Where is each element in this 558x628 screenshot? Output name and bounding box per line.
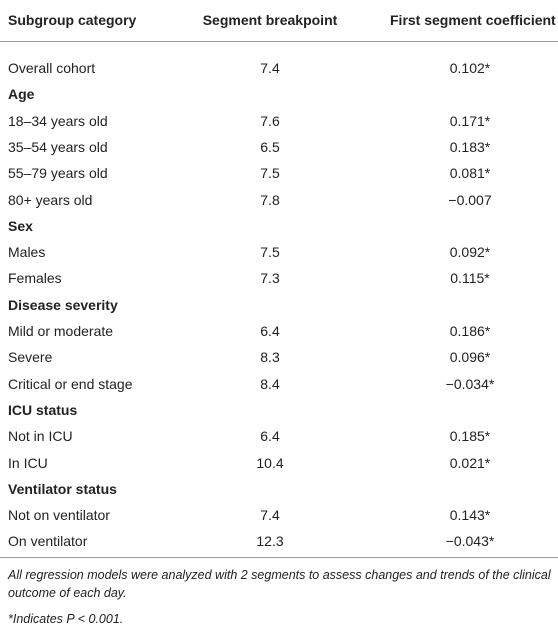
coefficient-cell: 0.143* [449, 507, 491, 524]
row-label: Mild or moderate [8, 323, 114, 339]
coefficient-cell: 0.102* [449, 60, 491, 76]
group-heading: ICU status [8, 401, 78, 418]
coefficient-cell: 0.021* [449, 454, 491, 471]
group-heading: Age [8, 86, 35, 103]
row-label: 55–79 years old [8, 165, 108, 182]
coefficient-cell: −0.007 [448, 191, 492, 208]
breakpoint-cell: 7.3 [260, 270, 280, 287]
row-label: 35–54 years old [8, 138, 108, 155]
breakpoint-cell: 8.3 [260, 349, 280, 366]
row-label: 80+ years old [8, 191, 93, 208]
breakpoint-cell: 7.5 [260, 165, 280, 182]
breakpoint-cell: 7.6 [260, 112, 280, 129]
group-heading: Sex [8, 217, 33, 234]
row-label: In ICU [8, 454, 48, 471]
group-heading: Ventilator status [8, 480, 117, 497]
breakpoint-cell: 7.8 [260, 191, 280, 208]
bottom-rule [0, 557, 558, 558]
breakpoint-cell: 7.4 [260, 507, 280, 524]
breakpoint-cell: 7.4 [260, 60, 280, 76]
coefficient-cell: −0.043* [445, 533, 495, 550]
row-label: Females [8, 270, 62, 287]
breakpoint-cell: 6.4 [260, 428, 280, 445]
row-label: Severe [8, 349, 53, 366]
breakpoint-cell: 10.4 [256, 454, 284, 471]
breakpoint-cell: 8.4 [260, 375, 280, 392]
coefficient-cell: 0.092* [449, 244, 491, 261]
footnote: All regression models were analyzed with… [8, 568, 551, 600]
header-rule [0, 41, 558, 42]
breakpoint-cell: 7.5 [260, 244, 280, 261]
coefficient-cell: 0.171* [449, 112, 491, 129]
row-label: Not on ventilator [8, 507, 110, 524]
breakpoint-cell: 6.4 [260, 323, 280, 339]
coefficient-cell: 0.081* [449, 165, 491, 182]
coefficient-cell: 0.186* [449, 323, 491, 339]
coefficient-cell: −0.034* [445, 375, 495, 392]
column-header: Subgroup category [8, 12, 137, 28]
row-label: Not in ICU [8, 428, 73, 445]
breakpoint-cell: 12.3 [256, 533, 284, 550]
row-label: Critical or end stage [8, 375, 133, 392]
coefficient-cell: 0.183* [449, 138, 491, 155]
breakpoint-cell: 6.5 [260, 138, 280, 155]
row-label: Males [8, 244, 46, 261]
footnote: *Indicates P < 0.001. [8, 612, 124, 626]
coefficient-cell: 0.185* [449, 428, 491, 445]
coefficient-cell: 0.096* [449, 349, 491, 366]
row-label: Overall cohort [8, 60, 96, 76]
column-header: Segment breakpoint [202, 12, 338, 28]
column-header: First segment coefficient [390, 12, 556, 28]
coefficient-cell: 0.115* [450, 270, 490, 287]
group-heading: Disease severity [8, 296, 118, 313]
row-label: 18–34 years old [8, 112, 108, 129]
row-label: On ventilator [8, 533, 88, 550]
